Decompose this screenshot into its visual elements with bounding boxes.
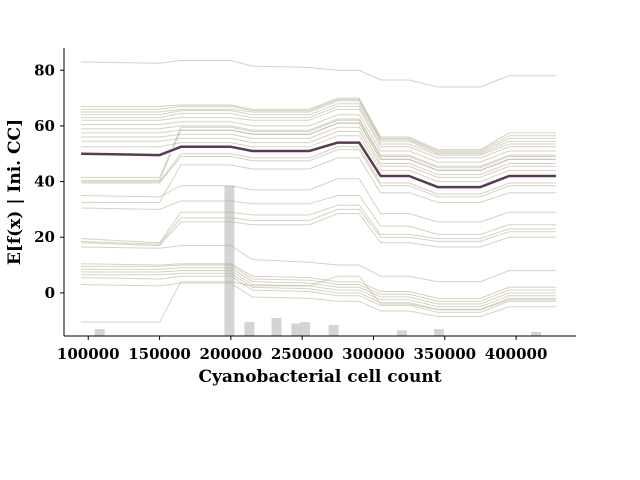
ice-line-8 [81,118,556,167]
ice-line-30 [81,282,556,317]
ice-line-22 [81,213,556,248]
y-tick-label-2: 40 [34,173,55,191]
rug-histogram [94,185,542,336]
mean-line [81,141,556,189]
rug-bar-2 [244,322,255,336]
ice-line-11 [81,131,556,178]
ice-line-20 [81,204,556,244]
ice-line-3 [81,100,556,153]
ice-line-15 [81,146,556,195]
x-ticks: 100000 150000 200000 250000 300000 350000 4000… [57,336,547,363]
y-tick-label-4: 80 [34,61,55,79]
rug-bar-9 [531,331,542,336]
ice-line-4 [81,103,556,155]
ice-line-18 [81,157,556,203]
ice-line-31 [81,275,556,323]
rug-bar-4 [291,323,302,336]
ice-line-14 [81,122,556,181]
ice-line-25 [81,264,556,302]
ice-line-7 [81,114,556,163]
ice-line-6 [81,108,556,159]
x-tick-label-0: 100000 [57,345,120,363]
y-axis-label: E[f(x) | Ini. CC] [5,119,25,265]
ice-line-19 [81,195,556,235]
ice-line-21 [81,208,556,245]
x-tick-label-2: 200000 [200,345,263,363]
ice-line-24 [81,263,556,299]
ice-lines [81,60,556,323]
ice-line-12 [81,135,556,183]
ice-line-2 [81,99,556,152]
y-tick-label-1: 20 [34,228,55,246]
rug-bar-0 [94,329,105,336]
ice-line-10 [81,126,556,176]
x-tick-label-4: 300000 [342,345,405,363]
ice-line-29 [81,275,556,313]
ice-line-27 [81,270,556,308]
ice-line-0 [81,60,556,88]
ice-line-16 [81,149,556,198]
x-tick-label-1: 150000 [128,345,191,363]
rug-bar-3 [271,317,282,336]
y-ticks: 0 20 40 60 80 [34,61,64,302]
x-tick-label-5: 350000 [413,345,476,363]
rug-bar-8 [434,329,445,336]
rug-bar-5 [300,322,311,336]
rug-bar-1 [224,185,235,336]
ice-line-23 [81,245,556,283]
ice-line-13 [81,119,556,178]
rug-bar-6 [328,324,339,336]
ice-line-5 [81,105,556,156]
ice-line-17 [81,178,556,223]
x-axis-label: Cyanobacterial cell count [198,367,441,387]
rug-bar-7 [397,330,408,336]
y-tick-label-3: 60 [34,117,55,135]
mean-line-group [81,140,556,190]
x-tick-label-3: 250000 [271,345,334,363]
y-tick-label-0: 0 [45,284,55,302]
ice-line-1 [81,97,556,151]
ice-line-26 [81,267,556,305]
x-tick-label-6: 400000 [485,345,548,363]
